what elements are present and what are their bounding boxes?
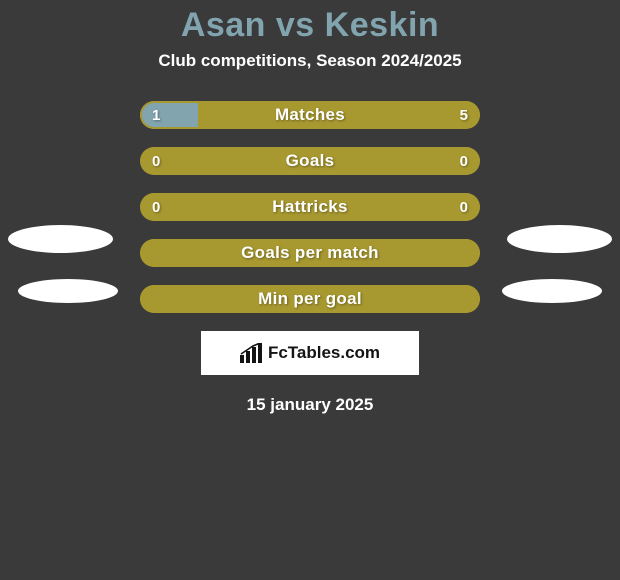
compare-row: 15Matches — [140, 101, 480, 129]
source-badge[interactable]: FcTables.com — [201, 331, 419, 375]
player-left-oval-bottom — [18, 279, 118, 303]
compare-row-label: Goals per match — [140, 239, 480, 267]
chart-icon — [240, 343, 262, 363]
compare-row-label: Matches — [140, 101, 480, 129]
player-right-oval-bottom — [502, 279, 602, 303]
player-right-oval-top — [507, 225, 612, 253]
page-subtitle: Club competitions, Season 2024/2025 — [0, 51, 620, 71]
compare-row: 00Goals — [140, 147, 480, 175]
compare-area: 15Matches 00Goals 00Hattricks Goals per mat… — [0, 101, 620, 415]
compare-row-label: Min per goal — [140, 285, 480, 313]
source-badge-text: FcTables.com — [268, 343, 380, 363]
page-title: Asan vs Keskin — [0, 6, 620, 45]
compare-row: Goals per match — [140, 239, 480, 267]
compare-row-label: Hattricks — [140, 193, 480, 221]
player-left-oval-top — [8, 225, 113, 253]
compare-row: 00Hattricks — [140, 193, 480, 221]
compare-row-label: Goals — [140, 147, 480, 175]
page-root: Asan vs Keskin Club competitions, Season… — [0, 0, 620, 580]
compare-row: Min per goal — [140, 285, 480, 313]
date-line: 15 january 2025 — [0, 395, 620, 415]
